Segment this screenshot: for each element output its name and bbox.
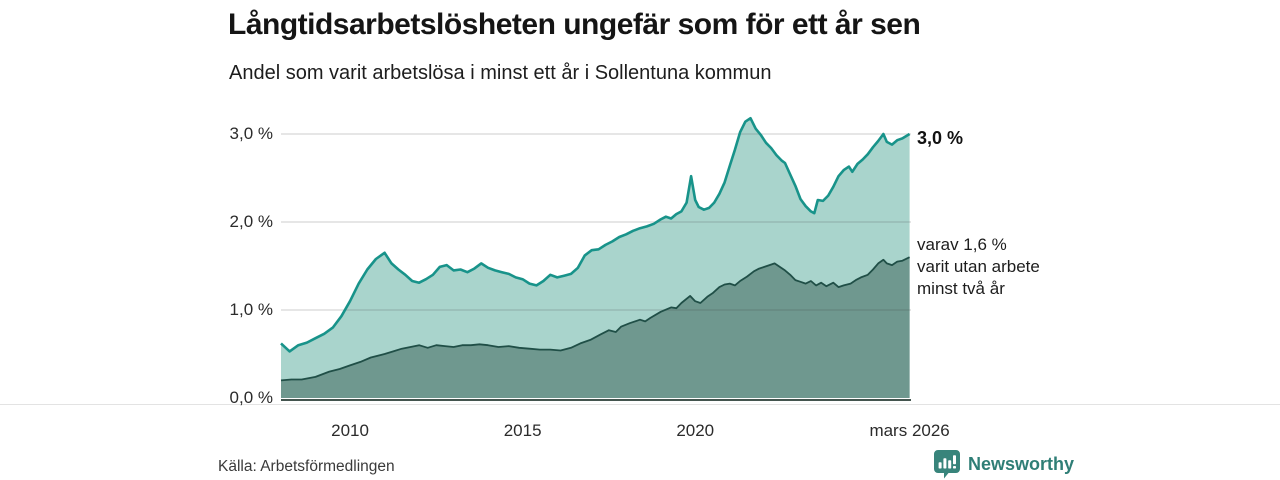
x-tick-label: 2010 xyxy=(331,421,369,440)
sub-annotation-line: varit utan arbete xyxy=(917,257,1040,276)
line-two-years xyxy=(280,256,910,382)
end-value-label: 3,0 % xyxy=(917,128,964,148)
page-title: Långtidsarbetslösheten ungefär som för e… xyxy=(228,8,921,41)
y-tick-label: 2,0 % xyxy=(229,212,273,231)
gridlines xyxy=(281,133,911,311)
brand-name: Newsworthy xyxy=(968,453,1075,474)
y-tick-label: 3,0 % xyxy=(229,124,273,143)
source-note: Källa: Arbetsförmedlingen xyxy=(218,458,395,475)
page-subtitle: Andel som varit arbetslösa i minst ett å… xyxy=(229,62,772,84)
x-tick-label: 2015 xyxy=(503,421,542,440)
sub-annotation-line: minst två år xyxy=(917,279,1005,298)
y-tick-label: 1,0 % xyxy=(229,300,273,319)
sub-annotation-line: varav 1,6 % xyxy=(917,235,1007,254)
sub-series-annotation: varav 1,6 % varit utan arbete minst två år xyxy=(917,234,1040,300)
y-tick-label: 0,0 % xyxy=(229,388,273,407)
x-tick-label: mars 2026 xyxy=(869,421,950,440)
newsworthy-icon xyxy=(934,450,960,479)
area-two-years-fill xyxy=(281,257,910,398)
x-tick-label: 2020 xyxy=(676,421,715,440)
brand-logo[interactable]: Newsworthy xyxy=(933,449,1074,479)
line-total xyxy=(280,116,911,353)
